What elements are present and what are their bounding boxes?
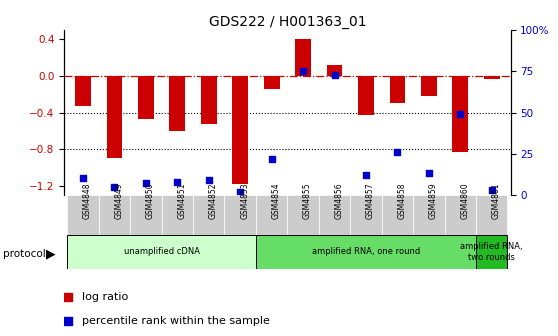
Text: GSM4857: GSM4857 [366,182,375,219]
Point [456,112,465,117]
Text: GSM4852: GSM4852 [209,183,218,219]
Text: GSM4854: GSM4854 [272,182,281,219]
Bar [75,76,91,106]
Text: GSM4849: GSM4849 [114,182,123,219]
Title: GDS222 / H001363_01: GDS222 / H001363_01 [209,15,366,29]
Text: GSM4848: GSM4848 [83,183,92,219]
Point [267,156,276,161]
Text: ▶: ▶ [46,247,55,260]
Text: unamplified cDNA: unamplified cDNA [124,248,200,256]
Bar [162,195,193,235]
Bar [382,195,413,235]
Bar [107,76,122,158]
Bar [138,76,154,119]
Bar [445,195,476,235]
Bar [350,195,382,235]
Text: GSM4860: GSM4860 [460,182,469,219]
Point [204,177,213,183]
Bar [319,195,350,235]
Bar [358,76,374,115]
Bar [68,195,99,235]
Bar [68,235,256,269]
Bar [201,76,217,124]
Bar [484,76,499,79]
Bar [256,195,287,235]
Bar [389,76,405,103]
Bar [295,39,311,76]
Bar [170,76,185,131]
Bar [413,195,445,235]
Text: GSM4853: GSM4853 [240,182,249,219]
Text: amplified RNA, one round: amplified RNA, one round [312,248,420,256]
Bar [264,76,280,89]
Point [425,171,434,176]
Point [235,189,244,194]
Bar [193,195,224,235]
Text: percentile rank within the sample: percentile rank within the sample [81,316,270,326]
Bar [421,76,437,96]
Text: GSM4856: GSM4856 [335,182,344,219]
Text: amplified RNA,
two rounds: amplified RNA, two rounds [460,242,523,262]
Point [173,179,182,184]
Bar [476,195,507,235]
Text: GSM4850: GSM4850 [146,182,155,219]
Bar [326,65,343,76]
Bar [130,195,162,235]
Point [141,181,150,186]
Text: GSM4859: GSM4859 [429,182,438,219]
Point [330,72,339,77]
Point [291,200,300,205]
Text: GSM4851: GSM4851 [177,183,186,219]
Point [299,69,307,74]
Point [393,150,402,155]
Bar [232,76,248,184]
Point [362,172,371,178]
Text: log ratio: log ratio [81,292,128,302]
Bar [476,235,507,269]
Bar [224,195,256,235]
Bar [453,76,468,152]
Bar [99,195,130,235]
Text: protocol: protocol [3,249,46,259]
Point [487,187,496,193]
Point [79,176,88,181]
Text: GSM4858: GSM4858 [397,183,406,219]
Bar [287,195,319,235]
Point [110,184,119,190]
Bar [256,235,476,269]
Text: GSM4855: GSM4855 [303,182,312,219]
Text: GSM4861: GSM4861 [492,183,501,219]
